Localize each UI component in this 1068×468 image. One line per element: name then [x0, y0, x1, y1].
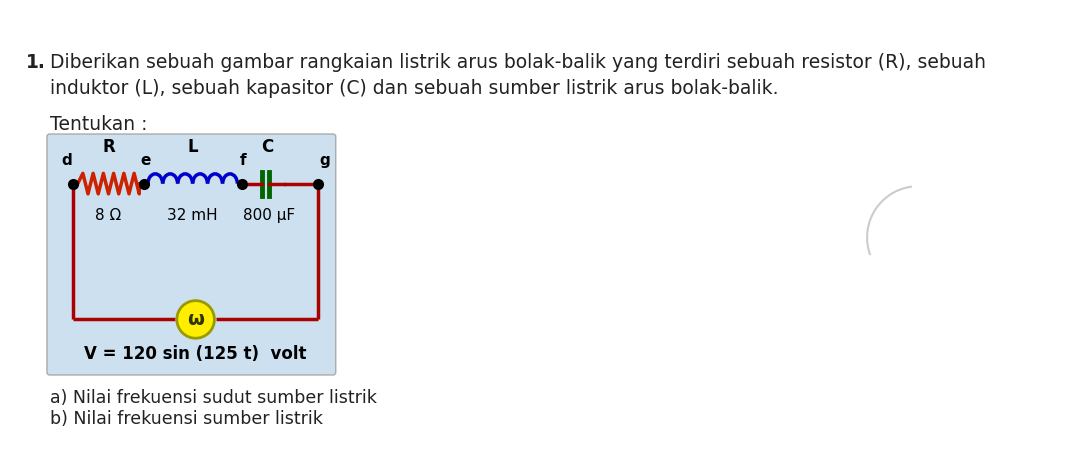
Text: a) Nilai frekuensi sudut sumber listrik: a) Nilai frekuensi sudut sumber listrik — [49, 389, 376, 408]
Text: d: d — [61, 153, 72, 168]
Text: 8 Ω: 8 Ω — [95, 207, 122, 222]
Text: Tentukan :: Tentukan : — [49, 115, 147, 134]
Text: induktor (L), sebuah kapasitor (C) dan sebuah sumber listrik arus bolak-balik.: induktor (L), sebuah kapasitor (C) dan s… — [49, 79, 779, 97]
Text: g: g — [319, 153, 330, 168]
Text: V = 120 sin (125 t)  volt: V = 120 sin (125 t) volt — [84, 345, 307, 363]
Text: L: L — [187, 138, 198, 156]
Text: e: e — [140, 153, 151, 168]
Text: Diberikan sebuah gambar rangkaian listrik arus bolak-balik yang terdiri sebuah r: Diberikan sebuah gambar rangkaian listri… — [49, 53, 986, 72]
Text: C: C — [261, 138, 273, 156]
Text: ω: ω — [187, 310, 204, 329]
FancyBboxPatch shape — [47, 134, 335, 375]
Text: b) Nilai frekuensi sumber listrik: b) Nilai frekuensi sumber listrik — [49, 410, 323, 428]
Text: f: f — [240, 153, 247, 168]
Circle shape — [177, 300, 215, 338]
Text: 1.: 1. — [26, 53, 46, 72]
Text: 800 μF: 800 μF — [242, 207, 295, 222]
Text: 32 mH: 32 mH — [168, 207, 218, 222]
Text: R: R — [103, 138, 115, 156]
